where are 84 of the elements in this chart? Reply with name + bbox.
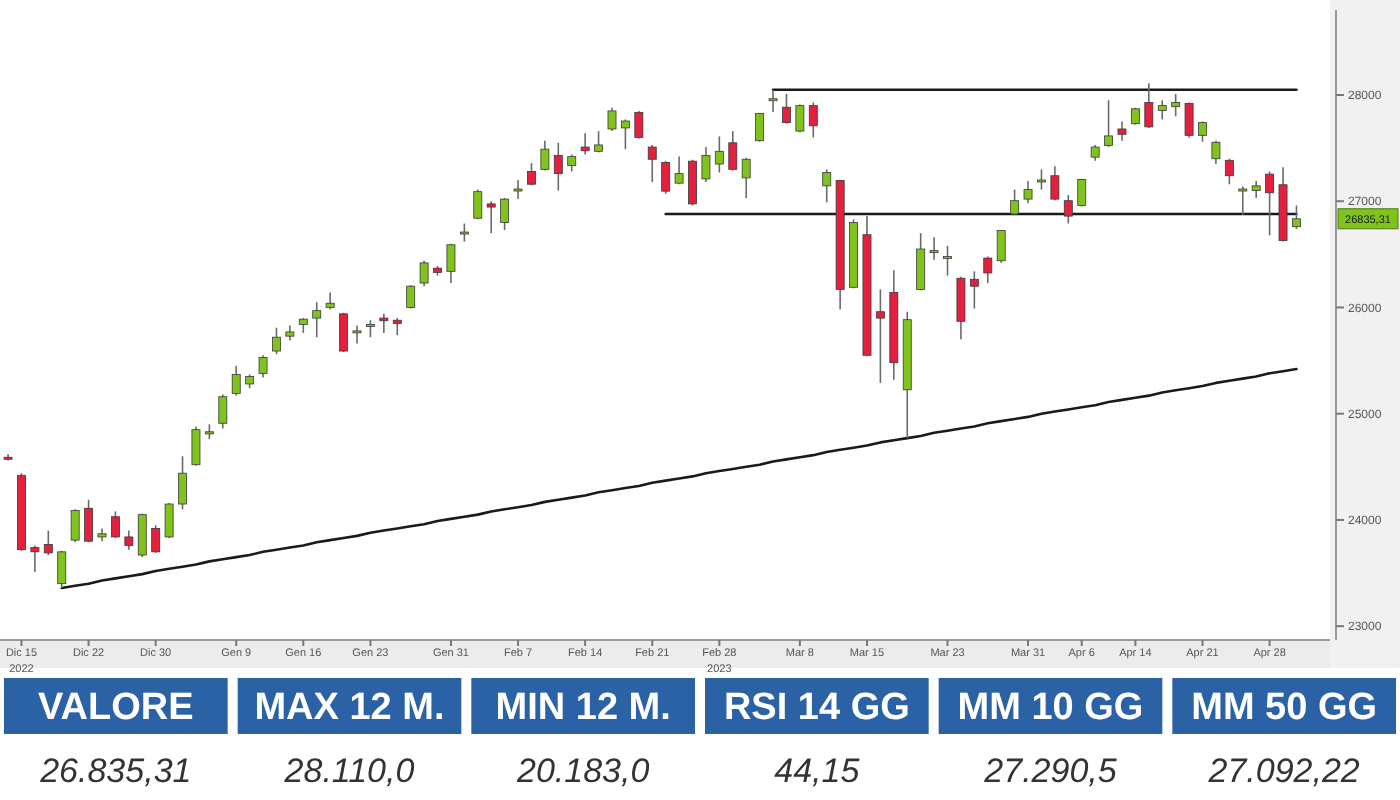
candlestick: [1238, 185, 1248, 216]
candlestick: [875, 288, 885, 384]
candlestick: [379, 313, 389, 334]
category-label: RSI 14 GG: [723, 687, 910, 730]
candlestick: [446, 242, 456, 284]
text: 20.183,0: [516, 751, 650, 790]
candlestick: [540, 139, 550, 172]
candlestick: [1050, 165, 1060, 201]
candlestick: [1211, 139, 1221, 165]
category-label: MM 10 GG: [957, 687, 1144, 730]
text: 27.092,22: [1208, 751, 1360, 790]
candlestick: [1184, 101, 1194, 139]
category-label: VALORE: [38, 687, 194, 730]
candlestick: [406, 284, 416, 310]
candlestick: [1292, 204, 1301, 230]
candlestick: [473, 188, 483, 221]
candlestick: [741, 156, 751, 199]
candlestick: [231, 365, 241, 397]
candlestick: [352, 324, 362, 345]
candlestick: [634, 110, 644, 140]
candlestick: [124, 529, 134, 551]
candlestick: [688, 159, 697, 207]
candlestick: [191, 425, 201, 467]
candlestick: [137, 512, 147, 558]
candlestick: [553, 142, 563, 192]
candlestick: [620, 118, 630, 150]
line-series: [60, 367, 1298, 590]
candlestick: [1077, 178, 1087, 208]
candlestick: [1265, 170, 1275, 237]
candlestick: [486, 200, 496, 234]
candlestick: [661, 160, 671, 195]
candlestick: [1023, 180, 1033, 205]
candlestick: [755, 112, 765, 143]
candlestick: [768, 88, 778, 113]
candlestick: [1144, 82, 1154, 129]
candlestick: [674, 155, 684, 186]
candlestick: [956, 275, 966, 341]
candlestick: [218, 393, 228, 430]
candlestick: [57, 549, 67, 589]
candlestick: [84, 498, 93, 544]
candlestick: [1157, 99, 1167, 121]
candlestick: [513, 179, 523, 200]
candlestick: [110, 510, 120, 539]
candlestick: [312, 301, 322, 339]
candlestick: [1063, 194, 1073, 225]
candlestick: [580, 132, 590, 156]
candlestick: [459, 222, 469, 243]
candlestick: [969, 270, 979, 310]
candlestick: [272, 326, 281, 356]
candlestick: [996, 229, 1006, 264]
candlestick: [43, 529, 53, 556]
candlestick: [782, 93, 791, 125]
candlestick: [808, 101, 818, 139]
text: 27.290,5: [984, 751, 1117, 790]
candlestick: [728, 130, 738, 172]
candlestick: [983, 255, 993, 284]
category-label: MM 50 GG: [1191, 687, 1378, 730]
text: 26.835,31: [40, 751, 192, 790]
candlestick: [822, 168, 832, 204]
candlestick: [258, 354, 268, 379]
candlestick: [647, 144, 657, 183]
candlestick: [1171, 93, 1181, 118]
candlestick: [1117, 120, 1127, 142]
category-label: MIN 12 M.: [495, 687, 671, 730]
candlestick: [151, 524, 161, 554]
candlestick: [178, 455, 187, 511]
candlestick: [392, 317, 402, 336]
candlestick: [929, 236, 939, 261]
category-label: MAX 12 M.: [254, 687, 445, 730]
candlestick: [1010, 188, 1020, 216]
candlestick: [1037, 168, 1046, 191]
candlestick: [701, 146, 711, 183]
candlestick: [419, 259, 429, 288]
candlestick: [500, 197, 510, 231]
candlestick: [1224, 157, 1234, 186]
text: 28.110,0: [284, 751, 415, 790]
candlestick: [943, 245, 952, 277]
text: 44,15: [774, 751, 860, 790]
candlestick: [607, 106, 617, 132]
candlestick: [30, 544, 40, 573]
candlestick: [916, 232, 926, 292]
candlestick: [1104, 99, 1113, 148]
candlestick: [70, 508, 80, 544]
candlestick: [714, 135, 724, 174]
